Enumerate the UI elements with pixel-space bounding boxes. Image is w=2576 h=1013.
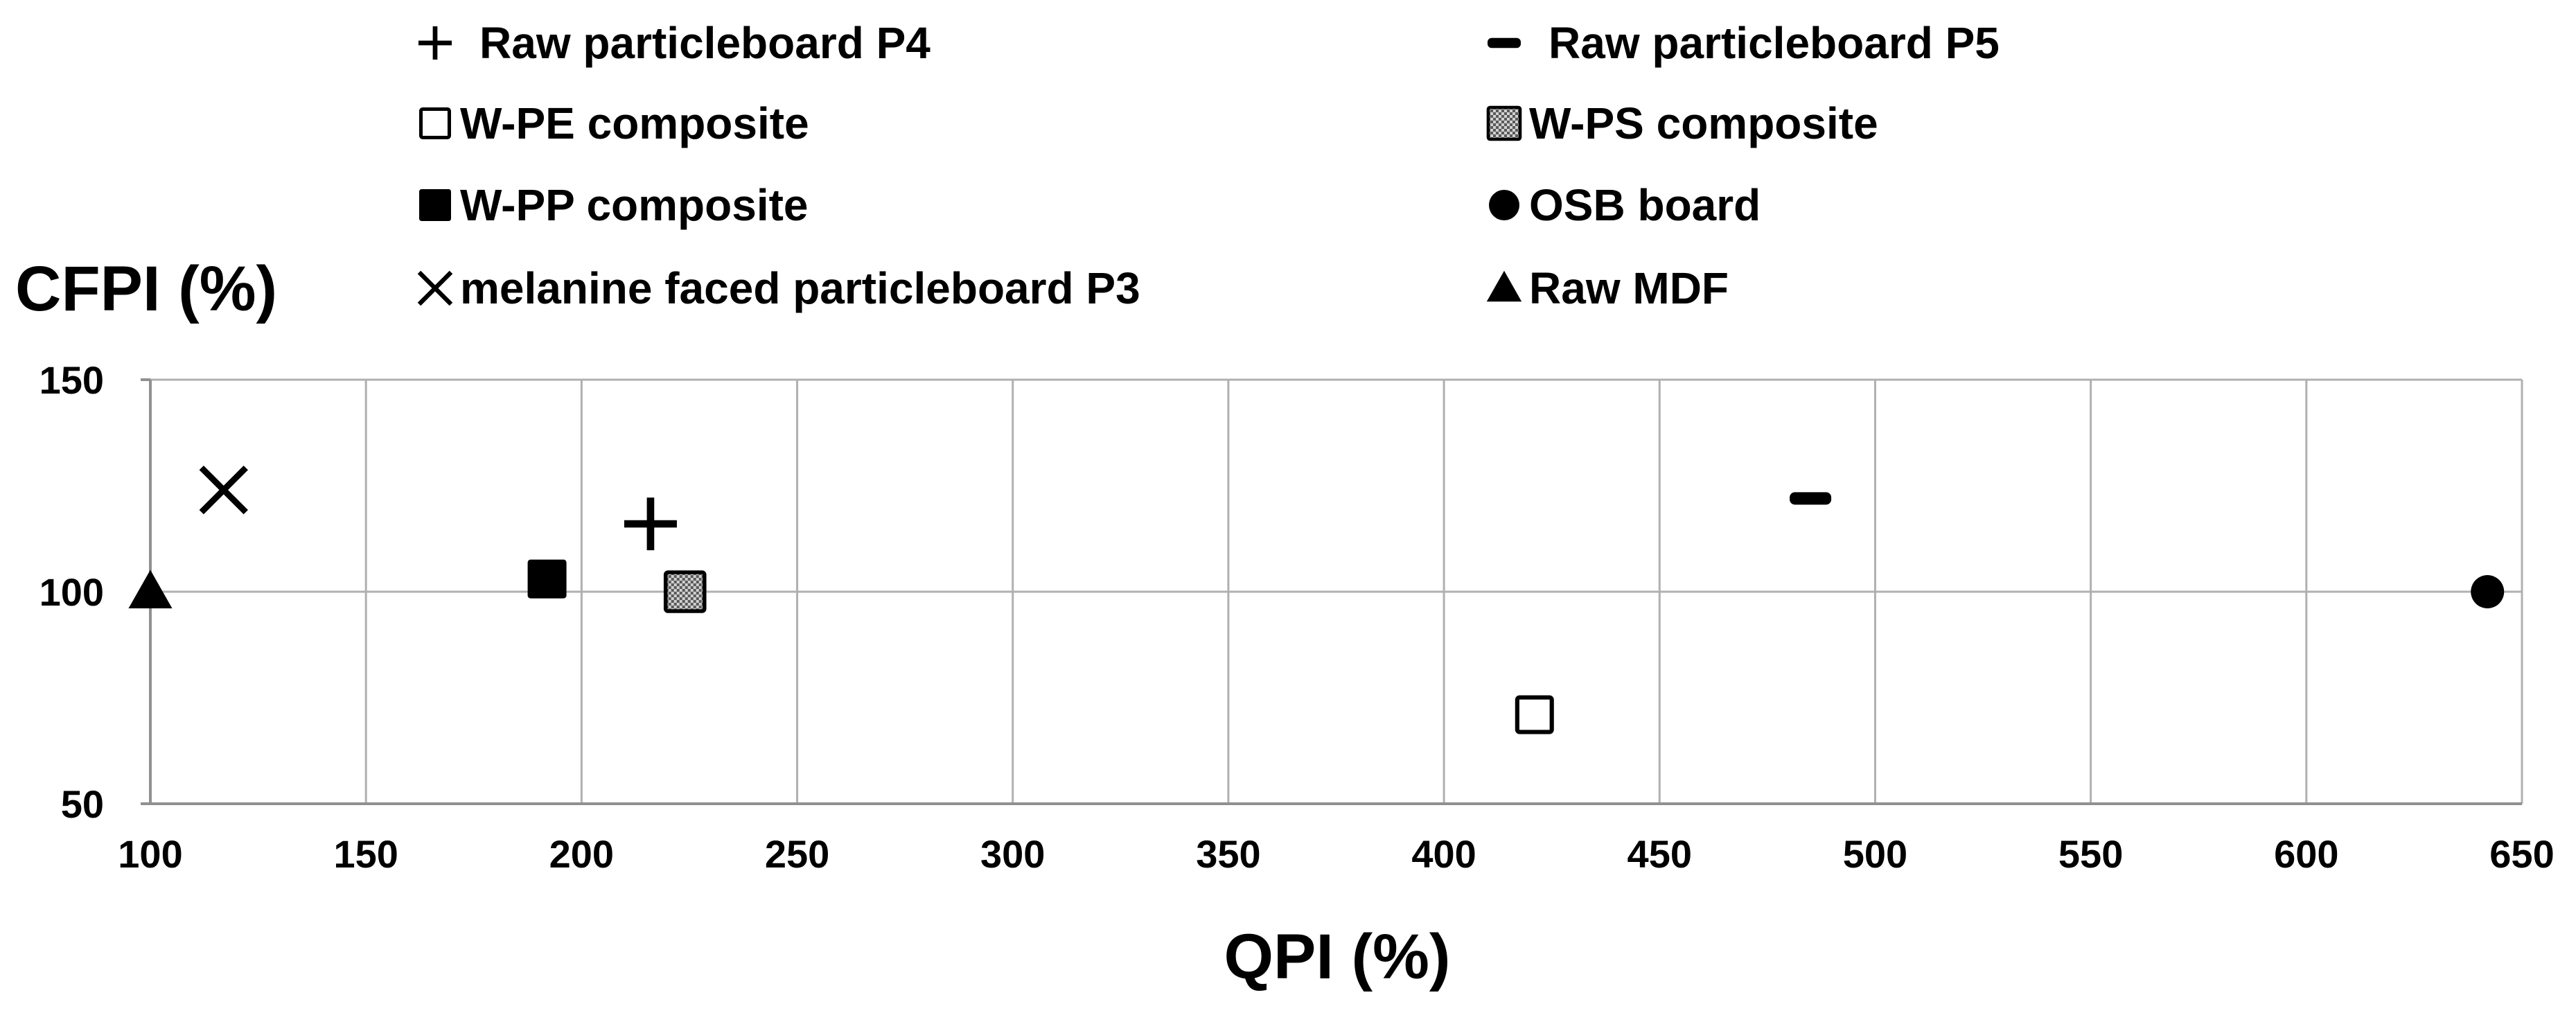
- legend-marker: [417, 270, 453, 306]
- x-tick-label: 150: [333, 832, 398, 876]
- square-checkered-marker: [1486, 105, 1522, 141]
- legend-item: W-PP composite: [419, 180, 809, 230]
- legend-marker: [1486, 270, 1522, 302]
- data-points: [128, 465, 2505, 734]
- legend-label: W-PE composite: [460, 98, 809, 148]
- legend-marker: [1486, 105, 1522, 141]
- point-w-ps-composite: [663, 570, 707, 613]
- legend-item: melanine faced particleboard P3: [417, 263, 1140, 313]
- legend-label: OSB board: [1529, 180, 1761, 230]
- x-tick-label: 550: [2058, 832, 2123, 876]
- square-filled-marker: [527, 559, 567, 599]
- legend-marker: [1488, 37, 1521, 49]
- legend-item: OSB board: [1489, 180, 1761, 230]
- grid: [149, 378, 2523, 805]
- y-tick-label: 50: [61, 782, 104, 826]
- point-raw-particleboard-p5: [1790, 492, 1832, 505]
- x-tick-label: 600: [2274, 832, 2338, 876]
- point-raw-mdf: [128, 570, 173, 608]
- point-w-pe-composite: [1515, 695, 1554, 734]
- triangle-marker: [128, 570, 173, 608]
- point-osb-board: [2471, 575, 2505, 608]
- y-axis-title: CFPI (%): [15, 254, 277, 324]
- legend-marker: [418, 26, 452, 60]
- circle-marker: [2471, 575, 2505, 608]
- point-raw-particleboard-p4: [624, 497, 677, 551]
- legend-item: Raw MDF: [1486, 263, 1729, 313]
- dash-marker: [1790, 492, 1832, 505]
- x-tick-label: 200: [549, 832, 614, 876]
- legend-item: Raw particleboard P4: [418, 18, 930, 68]
- legend-item: W-PS composite: [1486, 98, 1878, 148]
- legend-marker: [419, 189, 451, 221]
- point-w-pp-composite: [527, 559, 567, 599]
- axes: 100 150 200 250 300 350 400 450 500 550 600 650 50 10…: [39, 358, 2555, 876]
- x-marker-b: [199, 465, 248, 515]
- point-melanine-faced-particleboard-p3: [199, 465, 248, 515]
- dash-marker: [1488, 37, 1521, 49]
- x-axis-title: QPI (%): [1224, 922, 1450, 992]
- axis-titles: QPI (%) CFPI (%): [15, 254, 1451, 992]
- square-open-marker: [419, 107, 451, 139]
- x-tick-label: 400: [1411, 832, 1476, 876]
- x-tick-label: 250: [765, 832, 829, 876]
- circle-marker: [1489, 190, 1519, 220]
- square-open-marker: [1515, 695, 1554, 734]
- x-tick-label: 650: [2489, 832, 2554, 876]
- x-tick-label: 500: [1843, 832, 1907, 876]
- x-tick-label: 100: [118, 832, 182, 876]
- legend-label: Raw particleboard P5: [1549, 18, 2000, 68]
- legend-label: W-PP composite: [460, 180, 809, 230]
- legend: Raw particleboard P4 Raw particleboard P5…: [417, 18, 2000, 313]
- legend-label: W-PS composite: [1529, 98, 1878, 148]
- legend-marker: [1489, 190, 1519, 220]
- legend-label: melanine faced particleboard P3: [460, 263, 1140, 313]
- y-tick-label: 150: [39, 358, 104, 402]
- legend-item: W-PE composite: [419, 98, 809, 148]
- square-checkered-marker: [663, 570, 707, 613]
- x-tick-label: 450: [1627, 832, 1692, 876]
- x-tick-label: 300: [980, 832, 1045, 876]
- legend-marker: [419, 107, 451, 139]
- y-tick-label: 100: [39, 570, 104, 614]
- legend-label: Raw MDF: [1529, 263, 1729, 313]
- legend-item: Raw particleboard P5: [1488, 18, 2000, 68]
- legend-label: Raw particleboard P4: [479, 18, 930, 68]
- triangle-marker: [1486, 270, 1522, 302]
- x-tick-label: 350: [1196, 832, 1260, 876]
- square-filled-marker: [419, 189, 451, 221]
- x-marker-b: [417, 270, 453, 306]
